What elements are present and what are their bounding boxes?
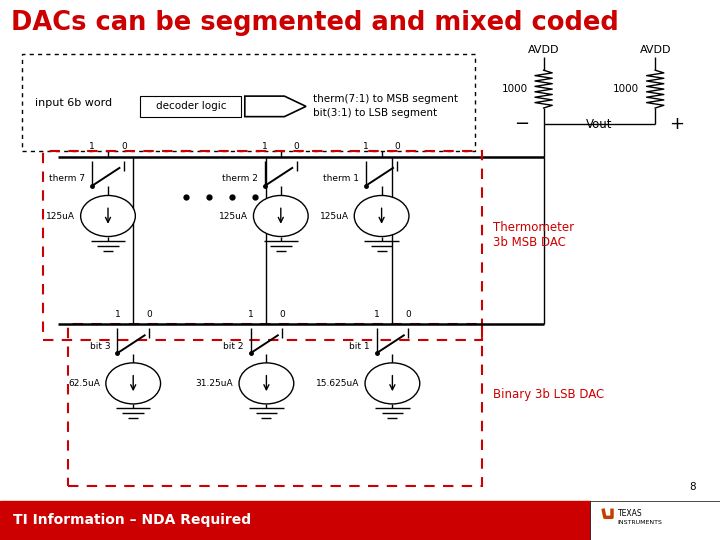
Text: 1: 1	[114, 309, 120, 319]
Text: AVDD: AVDD	[528, 45, 559, 55]
Text: bit 3: bit 3	[89, 342, 110, 350]
Text: 1000: 1000	[502, 84, 528, 94]
Text: −: −	[514, 115, 529, 133]
Text: Binary 3b LSB DAC: Binary 3b LSB DAC	[493, 388, 605, 401]
Text: 0: 0	[395, 142, 400, 151]
FancyBboxPatch shape	[22, 54, 475, 151]
Text: 1: 1	[248, 309, 253, 319]
Text: therm 7: therm 7	[49, 174, 85, 183]
Text: Vout: Vout	[586, 118, 613, 131]
Text: 0: 0	[279, 309, 285, 319]
Text: 1: 1	[363, 142, 369, 151]
Text: INSTRUMENTS: INSTRUMENTS	[618, 519, 662, 525]
Text: 125uA: 125uA	[46, 212, 75, 220]
Text: 62.5uA: 62.5uA	[68, 379, 100, 388]
Text: therm(7:1) to MSB segment: therm(7:1) to MSB segment	[313, 94, 458, 104]
Text: 0: 0	[405, 309, 411, 319]
Text: 0: 0	[121, 142, 127, 151]
Text: Thermometer
3b MSB DAC: Thermometer 3b MSB DAC	[493, 221, 575, 249]
Text: therm 2: therm 2	[222, 174, 258, 183]
Text: +: +	[670, 115, 685, 133]
Text: DACs can be segmented and mixed coded: DACs can be segmented and mixed coded	[11, 10, 618, 36]
Text: decoder logic: decoder logic	[156, 102, 226, 111]
Text: input 6b word: input 6b word	[35, 98, 112, 107]
Text: therm 1: therm 1	[323, 174, 359, 183]
Text: 125uA: 125uA	[219, 212, 248, 220]
Text: 15.625uA: 15.625uA	[316, 379, 359, 388]
Circle shape	[239, 363, 294, 404]
Circle shape	[365, 363, 420, 404]
Text: TI Information – NDA Required: TI Information – NDA Required	[13, 513, 251, 527]
Circle shape	[106, 363, 161, 404]
Polygon shape	[245, 96, 306, 117]
Text: TEXAS: TEXAS	[618, 509, 642, 517]
Text: 1: 1	[262, 142, 268, 151]
Circle shape	[354, 195, 409, 237]
Text: 125uA: 125uA	[320, 212, 348, 220]
FancyBboxPatch shape	[140, 96, 241, 117]
Circle shape	[253, 195, 308, 237]
Text: AVDD: AVDD	[639, 45, 671, 55]
Text: 1: 1	[89, 142, 95, 151]
Text: bit 1: bit 1	[348, 342, 369, 350]
Bar	[0, 501, 590, 540]
Text: 1000: 1000	[613, 84, 639, 94]
Text: 0: 0	[146, 309, 152, 319]
Circle shape	[81, 195, 135, 237]
Text: 8: 8	[689, 482, 696, 492]
Text: 31.25uA: 31.25uA	[196, 379, 233, 388]
Text: 1: 1	[374, 309, 379, 319]
Bar	[590, 501, 720, 540]
Text: 0: 0	[294, 142, 300, 151]
Text: bit(3:1) to LSB segment: bit(3:1) to LSB segment	[313, 109, 437, 118]
Text: bit 2: bit 2	[223, 342, 243, 350]
